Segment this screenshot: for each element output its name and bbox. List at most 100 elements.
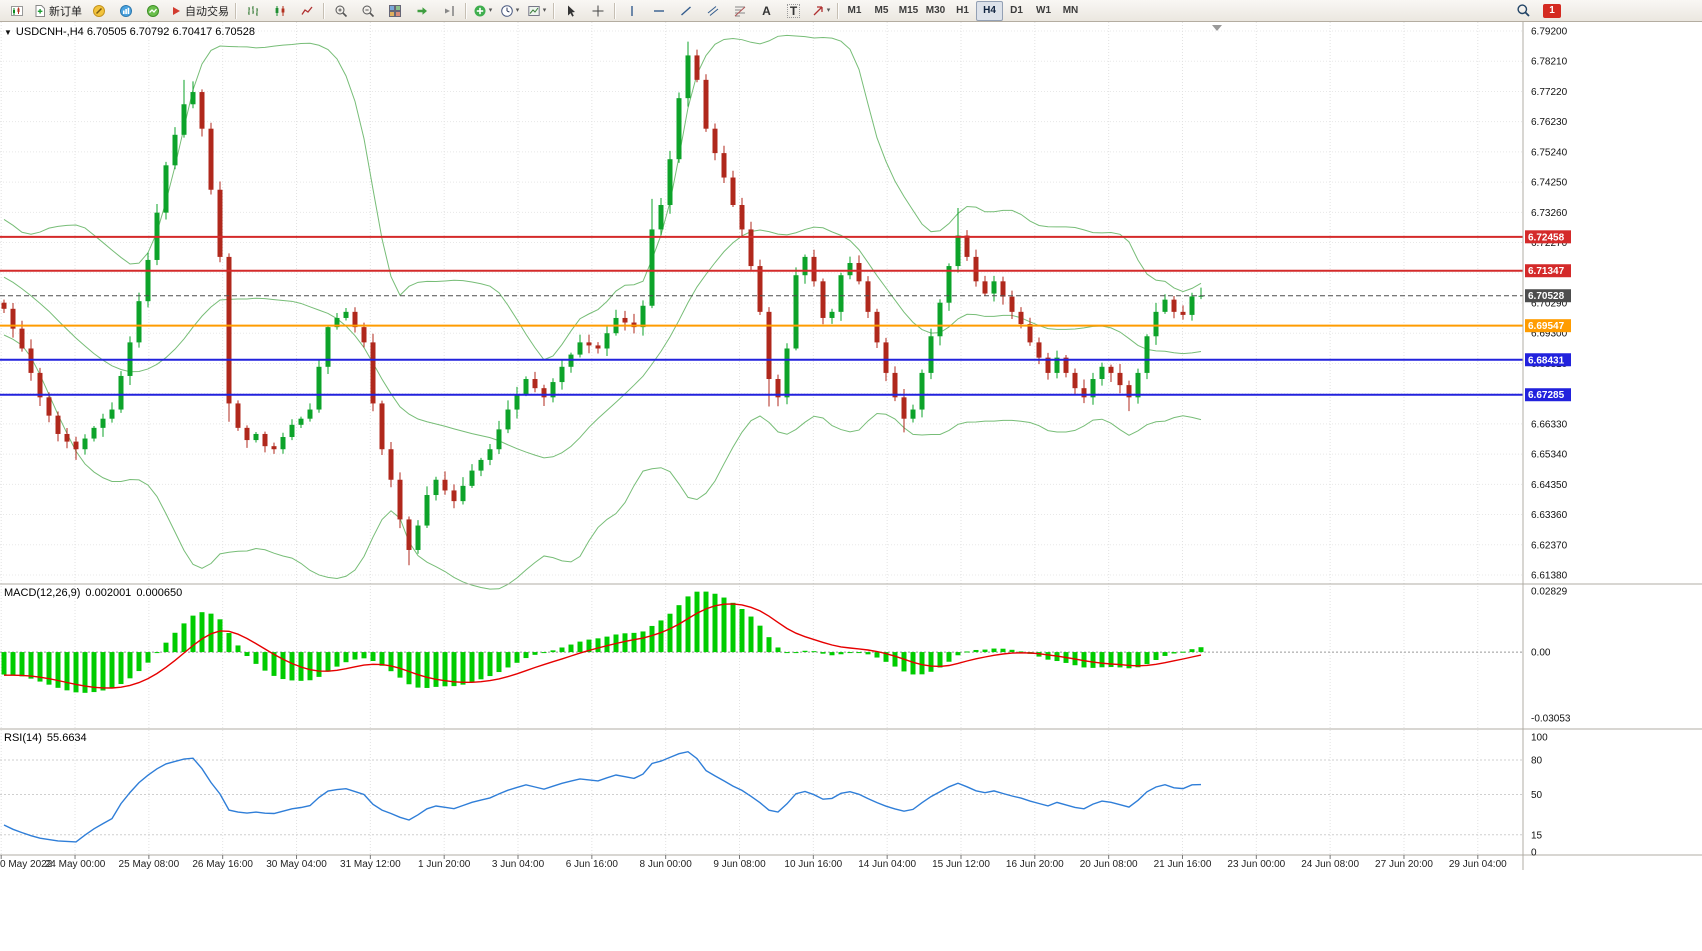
rsi-panel: 100 80 50 15 0 xyxy=(0,733,1548,859)
tile-windows-button[interactable] xyxy=(381,0,408,21)
auto-scroll-icon xyxy=(417,6,427,15)
autotrading-button[interactable]: 自动交易 xyxy=(166,0,232,21)
rsi-value: 55.6634 xyxy=(46,732,87,744)
chevron-down-icon: ▾ xyxy=(515,7,520,14)
equidistant-channel-icon xyxy=(707,5,718,16)
horizontal-line-button[interactable] xyxy=(645,0,672,21)
vertical-line-button[interactable] xyxy=(618,0,645,21)
timeframe-button-h4[interactable]: H4 xyxy=(976,0,1003,21)
svg-text:26 May 16:00: 26 May 16:00 xyxy=(192,859,253,870)
svg-text:8 Jun 00:00: 8 Jun 00:00 xyxy=(640,859,693,870)
svg-text:80: 80 xyxy=(1531,756,1543,767)
macd-value: 0.002001 xyxy=(85,587,132,599)
svg-text:0.00: 0.00 xyxy=(1531,648,1551,659)
svg-text:-0.03053: -0.03053 xyxy=(1531,714,1571,725)
symbol-ohlc-label: ▼ USDCNH-,H4 6.70505 6.70792 6.70417 6.7… xyxy=(4,26,255,38)
svg-text:23 Jun 00:00: 23 Jun 00:00 xyxy=(1227,859,1285,870)
timeframe-button-w1[interactable]: W1 xyxy=(1036,5,1051,16)
label-tool-button[interactable]: T xyxy=(780,0,807,21)
notification-badge[interactable]: 1 xyxy=(1543,3,1561,18)
timeframe-button-m15[interactable]: M15 xyxy=(898,5,919,16)
candlestick-chart-icon xyxy=(275,5,284,16)
svg-text:15: 15 xyxy=(1531,830,1543,841)
timeframe-button-m1[interactable]: M1 xyxy=(847,5,862,16)
trendline-button[interactable] xyxy=(672,0,699,21)
price-tag[interactable] xyxy=(1525,230,1571,244)
svg-text:6.69547: 6.69547 xyxy=(1528,321,1565,332)
templates-button[interactable]: ▾ xyxy=(523,0,550,21)
timeframe-button-mn[interactable]: MN xyxy=(1062,5,1079,16)
crosshair-button[interactable] xyxy=(584,0,611,21)
add-indicator-icon xyxy=(474,5,486,16)
horizontal-line-icon xyxy=(653,9,664,12)
timeframe-button-m30[interactable]: M30 xyxy=(925,5,946,16)
price-tag[interactable] xyxy=(1525,319,1571,333)
svg-text:6.71347: 6.71347 xyxy=(1528,266,1565,277)
rsi-label: RSI(14) 55.6634 xyxy=(4,732,87,744)
svg-text:6.61380: 6.61380 xyxy=(1531,571,1568,582)
search-icon xyxy=(1517,4,1530,17)
toolbar-separator xyxy=(837,2,838,19)
bar-chart-button[interactable] xyxy=(239,0,266,21)
price-scale[interactable]: 6.79200 6.78210 6.77220 6.76230 6.75240 6.742… xyxy=(1531,27,1568,582)
signals-button[interactable] xyxy=(139,0,166,21)
periods-button[interactable]: ▾ xyxy=(496,0,523,21)
market-button[interactable] xyxy=(112,0,139,21)
toolbar-separator xyxy=(235,2,236,19)
svg-text:14 Jun 04:00: 14 Jun 04:00 xyxy=(858,859,916,870)
fibonacci-button[interactable] xyxy=(726,0,753,21)
price-tag[interactable] xyxy=(1525,289,1571,303)
indicators-button[interactable]: ▾ xyxy=(469,0,496,21)
svg-text:50: 50 xyxy=(1531,790,1543,801)
auto-scroll-button[interactable] xyxy=(408,0,435,21)
rsi-name: RSI(14) xyxy=(4,732,42,744)
svg-text:6.74250: 6.74250 xyxy=(1531,178,1568,189)
zoom-in-icon xyxy=(335,5,347,17)
clock-icon xyxy=(500,4,513,17)
macd-label: MACD(12,26,9) 0.002001 0.000650 xyxy=(4,587,182,599)
price-tag[interactable] xyxy=(1525,353,1571,367)
arrow-icon xyxy=(813,5,823,15)
svg-text:6.68431: 6.68431 xyxy=(1528,355,1565,366)
timeframe-button-m5[interactable]: M5 xyxy=(874,5,889,16)
svg-text:6.79200: 6.79200 xyxy=(1531,27,1568,38)
line-chart-button[interactable] xyxy=(293,0,320,21)
trendline-icon xyxy=(680,5,691,16)
symbol-ohlc-text: USDCNH-,H4 6.70505 6.70792 6.70417 6.705… xyxy=(15,26,256,38)
svg-text:6.75240: 6.75240 xyxy=(1531,147,1568,158)
svg-text:6.73260: 6.73260 xyxy=(1531,208,1568,219)
svg-text:6.66330: 6.66330 xyxy=(1531,419,1568,430)
timeframe-button-d1[interactable]: D1 xyxy=(1010,5,1023,16)
arrows-button[interactable]: ▾ xyxy=(807,0,834,21)
search-button[interactable] xyxy=(1510,0,1537,21)
zoom-in-button[interactable] xyxy=(327,0,354,21)
zoom-out-button[interactable] xyxy=(354,0,381,21)
metaeditor-button[interactable] xyxy=(85,0,112,21)
svg-text:21 Jun 16:00: 21 Jun 16:00 xyxy=(1154,859,1212,870)
svg-text:6.63360: 6.63360 xyxy=(1531,510,1568,521)
svg-text:10 Jun 16:00: 10 Jun 16:00 xyxy=(784,859,842,870)
channel-button[interactable] xyxy=(699,0,726,21)
chart-shift-button[interactable] xyxy=(435,0,462,21)
svg-text:6.77220: 6.77220 xyxy=(1531,87,1568,98)
svg-text:0.02829: 0.02829 xyxy=(1531,587,1568,598)
symbol-collapse-icon[interactable]: ▼ xyxy=(4,27,12,37)
chart-window-icon[interactable] xyxy=(3,0,30,21)
cursor-button[interactable] xyxy=(557,0,584,21)
chart-canvas[interactable]: 6.79200 6.78210 6.77220 6.76230 6.75240 6.742… xyxy=(0,22,1702,946)
new-order-button[interactable]: 新订单 xyxy=(30,0,85,21)
svg-text:9 Jun 08:00: 9 Jun 08:00 xyxy=(713,859,766,870)
text-tool-button[interactable]: A xyxy=(753,0,780,21)
price-tags[interactable]: 6.72458 6.71347 6.70528 6.69547 6.68431 6.672… xyxy=(1525,230,1571,402)
macd-panel: 0.02829 0.00 -0.03053 xyxy=(0,587,1571,725)
chart-window: 6.79200 6.78210 6.77220 6.76230 6.75240 6.742… xyxy=(0,22,1702,946)
toolbar-separator xyxy=(614,2,615,19)
svg-text:6.65340: 6.65340 xyxy=(1531,450,1568,461)
crosshair-icon xyxy=(592,5,603,16)
price-tag[interactable] xyxy=(1525,264,1571,278)
timeframe-button-h1[interactable]: H1 xyxy=(956,5,969,16)
candlestick-chart-button[interactable] xyxy=(266,0,293,21)
horizontal-line-objects[interactable] xyxy=(0,235,1523,396)
price-tag[interactable] xyxy=(1525,388,1571,402)
